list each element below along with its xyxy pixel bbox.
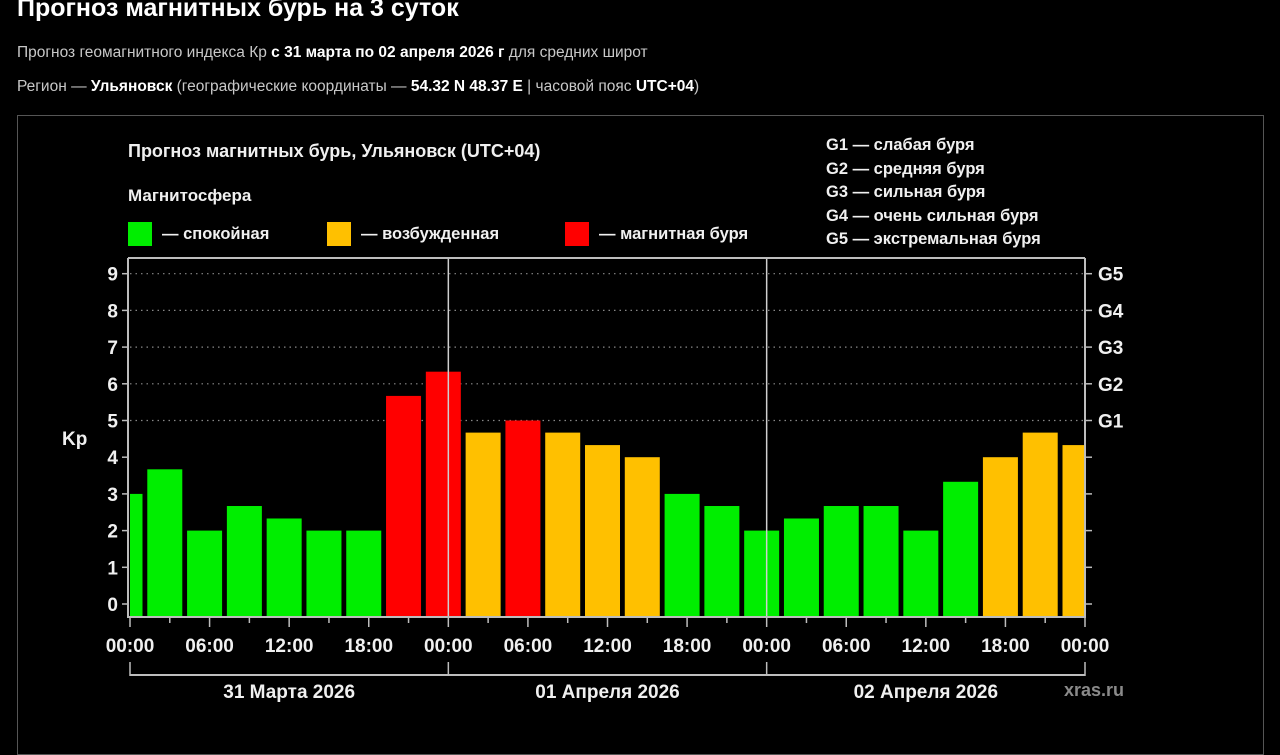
- region-label: Регион —: [17, 78, 91, 95]
- coords-label: (географические координаты —: [172, 78, 411, 95]
- subtitle-text: Прогноз геомагнитного индекса Кр: [17, 44, 272, 61]
- watermark: xras.ru: [1064, 680, 1125, 700]
- swatch-storm-icon: [565, 222, 589, 246]
- g-scale-legend: G1 — слабая буря G2 — средняя буря G3 — …: [826, 134, 1041, 252]
- g-legend-item: G1 — слабая буря: [826, 136, 975, 154]
- region-line: Регион — Ульяновск (географические коорд…: [17, 78, 699, 96]
- timezone-label: | часовой пояс: [522, 78, 636, 95]
- g-legend-item: G5 — экстремальная буря: [826, 230, 1041, 248]
- swatch-quiet-icon: [128, 222, 152, 246]
- legend-label: — возбужденная: [361, 224, 500, 243]
- subtitle-text: для средних широт: [504, 44, 648, 61]
- legend-label: — спокойная: [162, 224, 270, 243]
- date-range: с 31 марта по 02 апреля 2026 г: [271, 44, 505, 61]
- g-legend-item: G2 — средняя буря: [826, 159, 985, 178]
- paren-close: ): [694, 78, 700, 95]
- chart-frame: [17, 115, 1264, 755]
- legend-item-quiet: — спокойная: [128, 222, 269, 246]
- page-title: Прогноз магнитных бурь на 3 суток: [17, 0, 459, 22]
- legend-heading: Магнитосфера: [128, 186, 252, 205]
- forecast-period-line: Прогноз геомагнитного индекса Кр с 31 ма…: [17, 44, 648, 62]
- legend-item-storm: — магнитная буря: [565, 222, 748, 246]
- region-city: Ульяновск: [90, 78, 173, 95]
- legend-item-active: — возбужденная: [327, 222, 499, 246]
- g-legend-item: G4 — очень сильная буря: [826, 206, 1039, 225]
- timezone-value: UTC+04: [635, 78, 695, 95]
- g-legend-item: G3 — сильная буря: [826, 183, 986, 201]
- legend-label: — магнитная буря: [599, 224, 749, 243]
- coords-value: 54.32 N 48.37 E: [410, 78, 523, 95]
- chart-title: Прогноз магнитных бурь, Ульяновск (UTC+0…: [128, 141, 541, 161]
- swatch-active-icon: [327, 222, 351, 246]
